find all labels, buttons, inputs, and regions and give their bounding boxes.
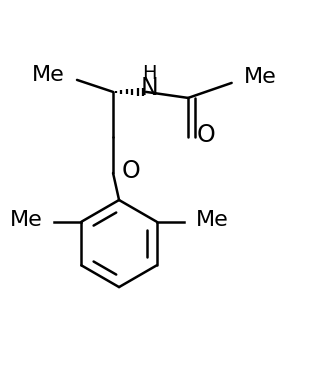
Text: O: O [122, 160, 140, 184]
Text: O: O [197, 123, 215, 147]
Text: N: N [140, 76, 158, 100]
Text: Me: Me [244, 67, 276, 87]
Text: Me: Me [196, 210, 229, 230]
Text: Me: Me [10, 210, 42, 230]
Text: H: H [142, 64, 156, 83]
Text: Me: Me [32, 65, 65, 85]
